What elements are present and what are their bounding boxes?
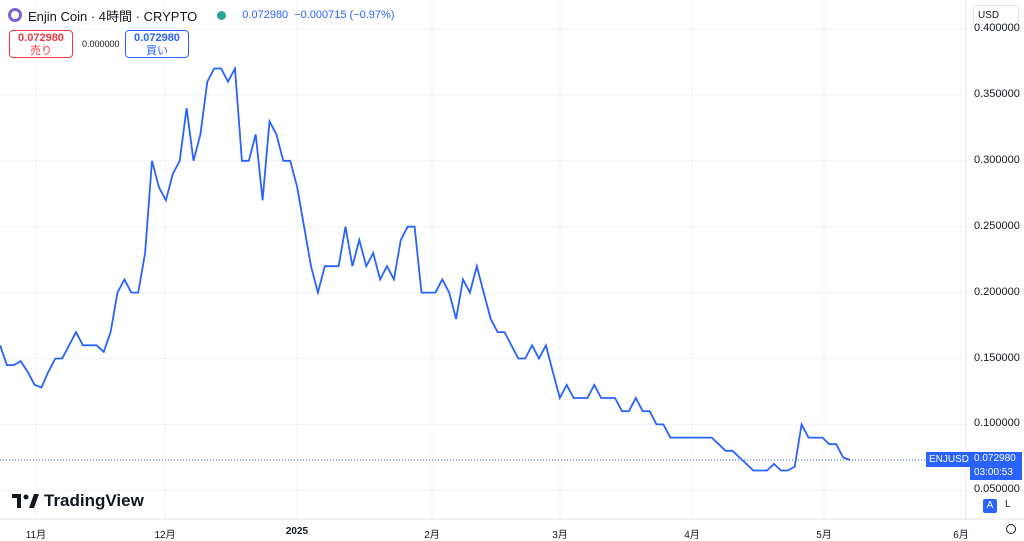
auto-scale-button[interactable]: A xyxy=(983,499,997,513)
enjin-coin-icon xyxy=(8,8,22,22)
x-tick-label: 12月 xyxy=(154,530,176,541)
price-series-line xyxy=(0,65,851,472)
x-tick-label: 11月 xyxy=(25,530,47,541)
sell-button[interactable]: 0.072980 売り xyxy=(9,30,73,58)
last-price-value: 0.072980 xyxy=(974,453,1016,464)
currency-selector[interactable]: USD xyxy=(973,5,1019,25)
currency-label: USD xyxy=(978,10,1000,21)
market-open-icon xyxy=(217,10,227,20)
last-price-box: 0.072980 03:00:53 xyxy=(970,452,1022,480)
x-tick-label: 6月 xyxy=(953,530,969,541)
y-tick-label: 0.150000 xyxy=(974,351,1020,364)
buy-button[interactable]: 0.072980 買い xyxy=(125,30,189,58)
logo-text: TradingView xyxy=(44,491,144,510)
tradingview-logo[interactable]: TradingView xyxy=(12,491,144,511)
y-tick-label: 0.200000 xyxy=(974,285,1020,298)
x-tick-label: 2025 xyxy=(285,526,309,537)
x-tick-label: 4月 xyxy=(684,530,700,541)
y-tick-label: 0.400000 xyxy=(974,22,1020,34)
header-change: −0.000715 (−0.97%) xyxy=(294,9,395,21)
symbol-title[interactable]: Enjin Coin · 4時間 · CRYPTO xyxy=(28,8,198,24)
tradingview-logo-icon xyxy=(12,494,39,508)
x-tick-label: 5月 xyxy=(816,530,832,541)
log-scale-button[interactable]: L xyxy=(1005,499,1011,510)
buy-price: 0.072980 xyxy=(134,32,180,44)
y-tick-label: 0.050000 xyxy=(974,483,1020,496)
sell-label: 売り xyxy=(30,45,52,57)
y-tick-label: 0.350000 xyxy=(974,87,1020,100)
x-tick-label: 3月 xyxy=(552,530,568,541)
y-tick-label: 0.100000 xyxy=(974,417,1020,430)
sell-price: 0.072980 xyxy=(18,32,64,44)
buy-label: 買い xyxy=(146,45,168,57)
chart-grid xyxy=(0,0,1024,520)
y-tick-label: 0.300000 xyxy=(974,153,1020,166)
bar-countdown: 03:00:53 xyxy=(974,467,1013,478)
chart-header: Enjin Coin · 4時間 · CRYPTO 0.072980 −0.00… xyxy=(8,6,395,24)
x-tick-label: 2月 xyxy=(424,530,440,541)
y-tick-label: 0.250000 xyxy=(974,219,1020,232)
spread-value: 0.000000 xyxy=(82,39,120,49)
symbol-price-label: ENJUSD xyxy=(926,452,973,467)
header-price: 0.072980 xyxy=(242,9,289,21)
gear-icon[interactable] xyxy=(1006,524,1016,534)
